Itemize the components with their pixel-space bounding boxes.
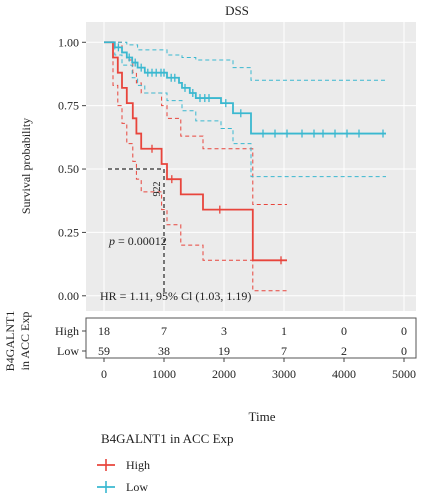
y-axis-label: Survival probability (19, 118, 33, 214)
risk-row-label-low: Low (57, 344, 79, 358)
x-tick-label: 3000 (272, 367, 296, 381)
risk-count-low: 2 (341, 344, 347, 358)
risk-count-low: 19 (218, 344, 230, 358)
ci-upper-low (104, 41, 386, 81)
hazard-ratio-annotation: HR = 1.11, 95% Cl (1.03, 1.19) (100, 289, 251, 303)
chart-title: DSS (225, 3, 249, 18)
legend: B4GALNT1 in ACC Exp High Low (97, 431, 234, 494)
risk-count-high: 0 (341, 324, 347, 338)
ci-lower-high (104, 41, 287, 292)
risk-count-low: 7 (281, 344, 287, 358)
legend-title: B4GALNT1 in ACC Exp (101, 431, 234, 446)
risk-count-high: 18 (98, 324, 110, 338)
x-tick-label: 5000 (392, 367, 416, 381)
plot-panel: 922 p = 0.00012 HR = 1.11, 95% Cl (1.03,… (86, 22, 416, 311)
survival-curves (104, 41, 386, 262)
x-axis: 0 1000 2000 3000 4000 5000 (101, 358, 416, 381)
y-tick-label: 0.00 (58, 289, 79, 303)
x-tick-label: 2000 (212, 367, 236, 381)
grid-lines (86, 22, 416, 311)
risk-table-cells: 18 7 3 1 0 0 59 38 19 7 2 0 (98, 324, 407, 358)
risk-table-frame (85, 317, 417, 359)
survival-curve-low (104, 41, 386, 135)
risk-table-ylabel-line2: in ACC Exp (18, 312, 32, 371)
risk-count-low: 38 (158, 344, 170, 358)
median-guides (108, 168, 165, 296)
risk-count-high: 1 (281, 324, 287, 338)
p-value-annotation: p = 0.00012 (108, 234, 167, 248)
y-tick-label: 0.25 (58, 225, 79, 239)
legend-label-high: High (126, 458, 150, 472)
p-symbol: p (108, 234, 115, 248)
risk-count-high: 7 (161, 324, 167, 338)
median-time-label: 922 (152, 182, 163, 197)
survival-curve-high (104, 41, 287, 262)
censor-marks (117, 43, 384, 265)
risk-count-high: 0 (401, 324, 407, 338)
x-tick-label: 4000 (332, 367, 356, 381)
risk-count-low: 59 (98, 344, 110, 358)
y-axis: 0.00 0.25 0.50 0.75 1.00 (58, 35, 86, 303)
risk-count-high: 3 (221, 324, 227, 338)
x-tick-label: 1000 (152, 367, 176, 381)
risk-table: 18 7 3 1 0 0 59 38 19 7 2 0 High Low B4GALNT1 in ACC… (3, 311, 417, 372)
ci-lower-low (104, 41, 386, 178)
x-axis-label: Time (249, 409, 276, 424)
y-tick-label: 0.50 (58, 162, 79, 176)
risk-table-row-labels: High Low (55, 324, 86, 358)
legend-label-low: Low (126, 480, 148, 494)
p-value: = 0.00012 (115, 234, 167, 248)
x-tick-label: 0 (101, 367, 107, 381)
legend-entries: High Low (97, 458, 150, 494)
risk-count-low: 0 (401, 344, 407, 358)
y-tick-label: 0.75 (58, 99, 79, 113)
risk-table-ylabel-line1: B4GALNT1 (3, 311, 17, 372)
y-tick-label: 1.00 (58, 35, 79, 49)
risk-row-label-high: High (55, 324, 79, 338)
